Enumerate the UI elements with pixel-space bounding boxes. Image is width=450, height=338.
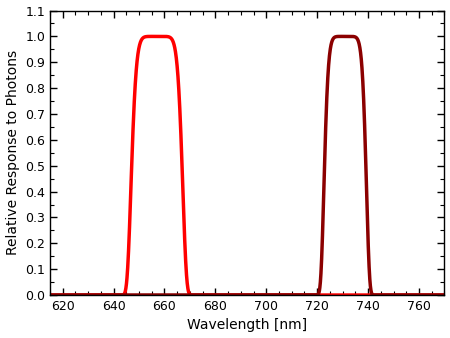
X-axis label: Wavelength [nm]: Wavelength [nm]	[187, 318, 307, 333]
Y-axis label: Relative Response to Photons: Relative Response to Photons	[5, 50, 19, 255]
